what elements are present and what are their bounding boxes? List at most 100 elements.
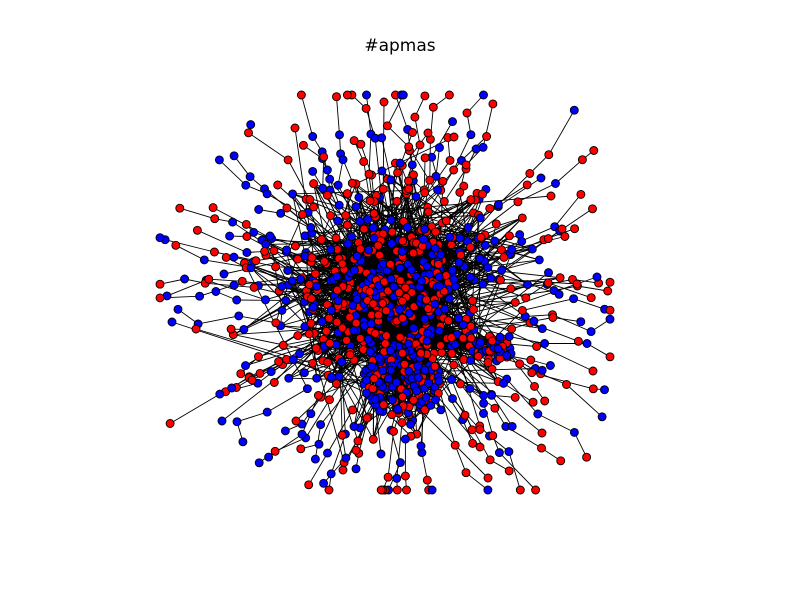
graph-node	[395, 158, 405, 168]
graph-node	[466, 356, 476, 365]
graph-node	[383, 374, 393, 384]
graph-node	[402, 222, 412, 232]
graph-edge	[179, 207, 215, 220]
graph-edge	[453, 134, 472, 171]
graph-node	[355, 216, 365, 226]
graph-node	[326, 305, 336, 315]
graph-node	[319, 478, 329, 488]
graph-node	[362, 90, 371, 100]
graph-node	[378, 366, 388, 376]
graph-node	[460, 410, 470, 420]
graph-node	[347, 232, 356, 241]
graph-node	[349, 326, 359, 335]
graph-node	[361, 103, 371, 113]
graph-edge	[508, 451, 521, 491]
graph-edge	[537, 413, 575, 433]
graph-node	[369, 209, 379, 218]
graph-node	[221, 252, 231, 262]
graph-node	[480, 240, 490, 250]
graph-node	[436, 341, 445, 350]
graph-node	[597, 412, 607, 422]
graph-edge	[238, 315, 276, 324]
graph-node	[582, 452, 592, 462]
graph-node	[462, 108, 472, 118]
graph-node	[449, 360, 459, 370]
graph-node	[479, 391, 489, 400]
graph-node	[228, 217, 238, 227]
graph-node	[465, 384, 475, 393]
graph-node	[266, 367, 276, 377]
graph-node	[351, 318, 361, 328]
graph-node	[532, 342, 542, 351]
graph-node	[366, 319, 376, 329]
graph-node	[444, 90, 454, 100]
graph-node	[588, 204, 597, 214]
graph-node	[475, 213, 485, 223]
graph-node	[237, 276, 247, 286]
graph-edge	[285, 199, 311, 252]
graph-node	[338, 155, 348, 165]
graph-node	[420, 365, 430, 375]
graph-node	[483, 473, 493, 483]
graph-edge	[547, 282, 592, 299]
graph-node	[356, 139, 366, 149]
graph-node	[478, 279, 488, 289]
graph-node	[351, 464, 361, 474]
graph-node	[355, 333, 365, 343]
graph-node	[534, 255, 544, 265]
graph-edge	[552, 317, 581, 323]
graph-node	[381, 306, 391, 316]
graph-node	[363, 335, 373, 344]
graph-edge	[271, 238, 368, 254]
graph-node	[537, 443, 546, 453]
graph-node	[382, 121, 392, 131]
graph-node	[262, 407, 272, 417]
graph-edge	[358, 416, 369, 454]
graph-edge	[219, 159, 247, 186]
graph-node	[458, 320, 468, 330]
graph-node	[378, 184, 388, 194]
graph-node	[420, 405, 430, 415]
graph-edge	[264, 251, 335, 297]
graph-node	[486, 273, 496, 283]
graph-edge	[408, 146, 471, 248]
graph-node	[533, 409, 543, 419]
graph-node	[387, 410, 397, 420]
graph-node	[449, 132, 459, 142]
graph-node	[466, 195, 476, 205]
graph-node	[368, 434, 378, 444]
graph-node	[271, 318, 281, 328]
graph-edge	[522, 298, 574, 311]
graph-node	[406, 265, 416, 275]
graph-edge	[221, 291, 388, 422]
graph-node	[308, 302, 318, 312]
graph-edge	[318, 339, 369, 445]
graph-node	[283, 266, 293, 275]
graph-node	[504, 447, 514, 457]
graph-node	[398, 392, 407, 402]
graph-node	[496, 245, 506, 255]
graph-node	[311, 343, 321, 353]
graph-node	[504, 332, 514, 342]
graph-node	[391, 377, 401, 387]
graph-node	[314, 439, 324, 449]
graph-node	[407, 160, 417, 170]
graph-node	[475, 442, 485, 452]
graph-node	[232, 417, 242, 427]
graph-node	[195, 291, 205, 301]
graph-node	[351, 202, 361, 212]
graph-node	[438, 176, 448, 186]
graph-node	[448, 394, 457, 404]
graph-node	[434, 326, 444, 336]
graph-node	[318, 183, 328, 193]
graph-node	[359, 224, 369, 234]
graph-node	[283, 155, 293, 165]
graph-node	[402, 485, 411, 495]
graph-node	[592, 272, 602, 282]
graph-node	[436, 250, 446, 260]
graph-node	[323, 357, 333, 367]
graph-node	[499, 252, 509, 262]
graph-node	[400, 434, 410, 444]
graph-node	[345, 312, 355, 322]
graph-node	[348, 301, 358, 310]
